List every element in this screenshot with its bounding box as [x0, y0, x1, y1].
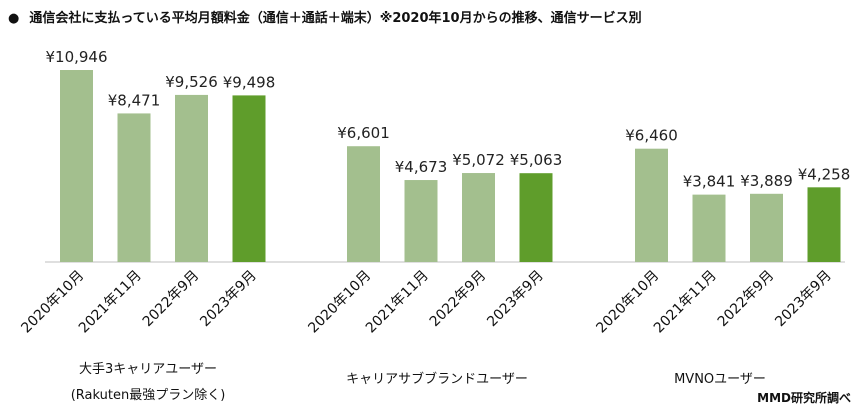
bar: [462, 173, 495, 262]
bar: [692, 194, 726, 262]
group-label: 大手3キャリアユーザー: [79, 362, 217, 377]
bar: [117, 113, 151, 262]
group-label: キャリアサブブランドユーザー: [346, 371, 528, 387]
bar: [347, 146, 380, 262]
data-label: ¥4,258: [798, 165, 851, 183]
source-note: MMD研究所調べ: [757, 391, 851, 405]
chart-title: ● 通信会社に支払っている平均月額料金（通信＋通話＋端末）※2020年10月からの…: [8, 7, 642, 26]
data-label: ¥6,601: [337, 124, 390, 142]
group-label: MVNOユーザー: [674, 372, 766, 387]
group-label: (Rakuten最強プラン除く): [71, 388, 226, 403]
data-label: ¥3,889: [740, 172, 793, 190]
bar: [750, 193, 783, 262]
data-label: ¥5,072: [452, 151, 505, 169]
bar: [404, 180, 438, 262]
bar: [519, 173, 553, 262]
x-tick-label: 2022年9月: [715, 268, 778, 331]
title-text: 通信会社に支払っている平均月額料金（通信＋通話＋端末）※2020年10月からの推…: [29, 11, 642, 26]
data-label: ¥9,526: [165, 73, 218, 91]
data-label: ¥5,063: [510, 151, 563, 169]
data-label: ¥8,471: [108, 91, 161, 109]
bar: [807, 187, 841, 262]
x-tick-label: 2023年9月: [484, 268, 547, 331]
data-label: ¥10,946: [45, 48, 107, 66]
data-label: ¥9,498: [223, 73, 276, 91]
data-label: ¥3,841: [683, 173, 736, 191]
bar: [60, 70, 93, 262]
bar: [635, 148, 668, 262]
x-tick-label: 2022年9月: [140, 268, 203, 331]
data-label: ¥4,673: [395, 158, 448, 176]
bar: [232, 95, 266, 262]
x-tick-label: 2022年9月: [427, 268, 490, 331]
bullet-icon: ●: [8, 11, 20, 26]
bar: [175, 94, 208, 262]
x-tick-label: 2023年9月: [197, 268, 260, 331]
data-label: ¥6,460: [625, 127, 678, 145]
x-tick-label: 2023年9月: [772, 268, 835, 331]
